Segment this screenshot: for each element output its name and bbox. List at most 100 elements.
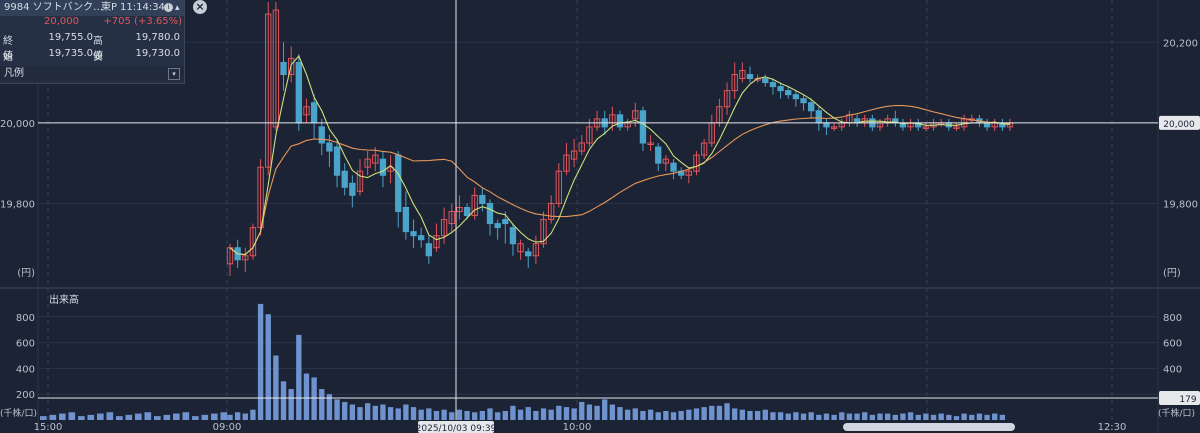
volume-bar bbox=[280, 381, 287, 420]
candle-body bbox=[242, 255, 249, 261]
chevron-up-icon[interactable]: ▴ bbox=[175, 3, 180, 13]
volume-bar bbox=[472, 412, 478, 420]
candle-body bbox=[800, 98, 807, 104]
volume-bar bbox=[992, 413, 998, 420]
candle-body bbox=[540, 219, 547, 245]
volume-bar bbox=[234, 412, 241, 420]
volume-bar bbox=[349, 404, 356, 420]
candle-body bbox=[647, 142, 654, 145]
volume-bar bbox=[144, 412, 152, 420]
volume-unit-label: (千株/口) bbox=[1158, 407, 1195, 419]
volume-bar bbox=[930, 414, 937, 420]
volume-bar bbox=[59, 413, 66, 420]
candle-body bbox=[395, 154, 402, 212]
stock-name[interactable]: 9984 ソフトバンク… bbox=[4, 2, 104, 13]
candle-body bbox=[295, 61, 303, 124]
candle-body bbox=[815, 110, 822, 124]
volume-bar bbox=[862, 412, 868, 420]
candle-body bbox=[762, 78, 769, 84]
candle-body bbox=[341, 170, 348, 188]
legend-label: 凡例 bbox=[4, 68, 24, 79]
candle-body bbox=[693, 154, 700, 172]
volume-bar bbox=[456, 409, 463, 420]
time-scrollbar[interactable] bbox=[843, 423, 1015, 431]
candle-body bbox=[808, 102, 815, 112]
volume-bar bbox=[777, 412, 784, 420]
volume-bar bbox=[517, 409, 524, 420]
volume-bar bbox=[617, 407, 623, 420]
candle-body bbox=[670, 162, 677, 172]
volume-bar bbox=[242, 413, 248, 420]
candle-body bbox=[318, 126, 325, 144]
volume-bar bbox=[762, 409, 768, 420]
candle-body bbox=[272, 9, 280, 128]
candle-body bbox=[777, 86, 784, 92]
volume-bar bbox=[257, 303, 264, 420]
volume-bar bbox=[716, 405, 723, 420]
candle-body bbox=[616, 114, 624, 128]
volume-bar bbox=[273, 355, 279, 420]
volume-bar bbox=[464, 410, 470, 420]
current-price: 20,000 bbox=[44, 16, 79, 27]
volume-bar bbox=[192, 416, 199, 420]
chevron-down-icon[interactable]: ▾ bbox=[168, 68, 180, 80]
candle-body bbox=[433, 235, 440, 249]
volume-bar bbox=[678, 410, 684, 420]
candle-body bbox=[265, 13, 272, 168]
volume-unit-label-left: (千株/口) bbox=[0, 407, 37, 419]
candle-body bbox=[440, 219, 448, 237]
volume-tick-label-left: 600 bbox=[16, 339, 35, 350]
volume-bar bbox=[732, 408, 738, 420]
volume-bar bbox=[793, 412, 799, 420]
close-label: 終値 bbox=[3, 36, 13, 62]
volume-bar bbox=[754, 410, 761, 420]
candle-body bbox=[570, 150, 578, 160]
volume-bar bbox=[770, 412, 776, 420]
candle-body bbox=[731, 74, 738, 92]
candle-body bbox=[379, 158, 387, 176]
candle-body bbox=[785, 90, 792, 96]
candle-body bbox=[288, 57, 295, 76]
volume-tick-label-left: 800 bbox=[16, 313, 35, 324]
volume-bar bbox=[364, 403, 371, 420]
volume-bar bbox=[686, 409, 692, 420]
volume-tick-label: 400 bbox=[1163, 364, 1182, 375]
candle-body bbox=[532, 243, 540, 257]
crosshair-time-tag bbox=[418, 421, 494, 433]
volume-bar bbox=[49, 414, 57, 420]
candle-body bbox=[830, 126, 838, 129]
volume-bar bbox=[563, 407, 570, 420]
candle-body bbox=[953, 126, 960, 129]
volume-bar bbox=[403, 404, 409, 420]
volume-bar bbox=[877, 413, 883, 420]
volume-bar bbox=[494, 412, 501, 420]
candle-body bbox=[310, 102, 318, 124]
price-tick-label-left: 20,000 bbox=[0, 119, 35, 130]
info-icon[interactable]: i bbox=[164, 3, 173, 12]
candle-body bbox=[922, 126, 930, 129]
volume-bar bbox=[154, 416, 161, 420]
volume-bar bbox=[571, 408, 577, 420]
candle-body bbox=[983, 122, 991, 128]
candle-body bbox=[502, 219, 509, 225]
candle-body bbox=[548, 202, 555, 221]
info-panel: 9984 ソフトバンク… 東P 11:14:34 i ▴ 20,000 +705… bbox=[0, 0, 185, 84]
candle-body bbox=[509, 227, 517, 245]
volume-bar bbox=[533, 410, 539, 420]
candle-body bbox=[448, 210, 455, 225]
candle-body bbox=[418, 235, 425, 241]
volume-bar bbox=[739, 409, 746, 420]
volume-bar bbox=[854, 413, 860, 420]
volume-bar bbox=[961, 413, 967, 420]
volume-bar bbox=[785, 413, 791, 420]
volume-bar bbox=[640, 410, 646, 420]
volume-bar bbox=[418, 409, 424, 420]
current-volume-tag-label: 179 bbox=[1179, 395, 1196, 405]
close-icon[interactable]: × bbox=[193, 0, 207, 14]
candle-body bbox=[333, 146, 341, 176]
volume-bar bbox=[624, 409, 631, 420]
legend-toggle[interactable]: 凡例 ▾ bbox=[0, 66, 184, 81]
candle-body bbox=[479, 194, 486, 204]
